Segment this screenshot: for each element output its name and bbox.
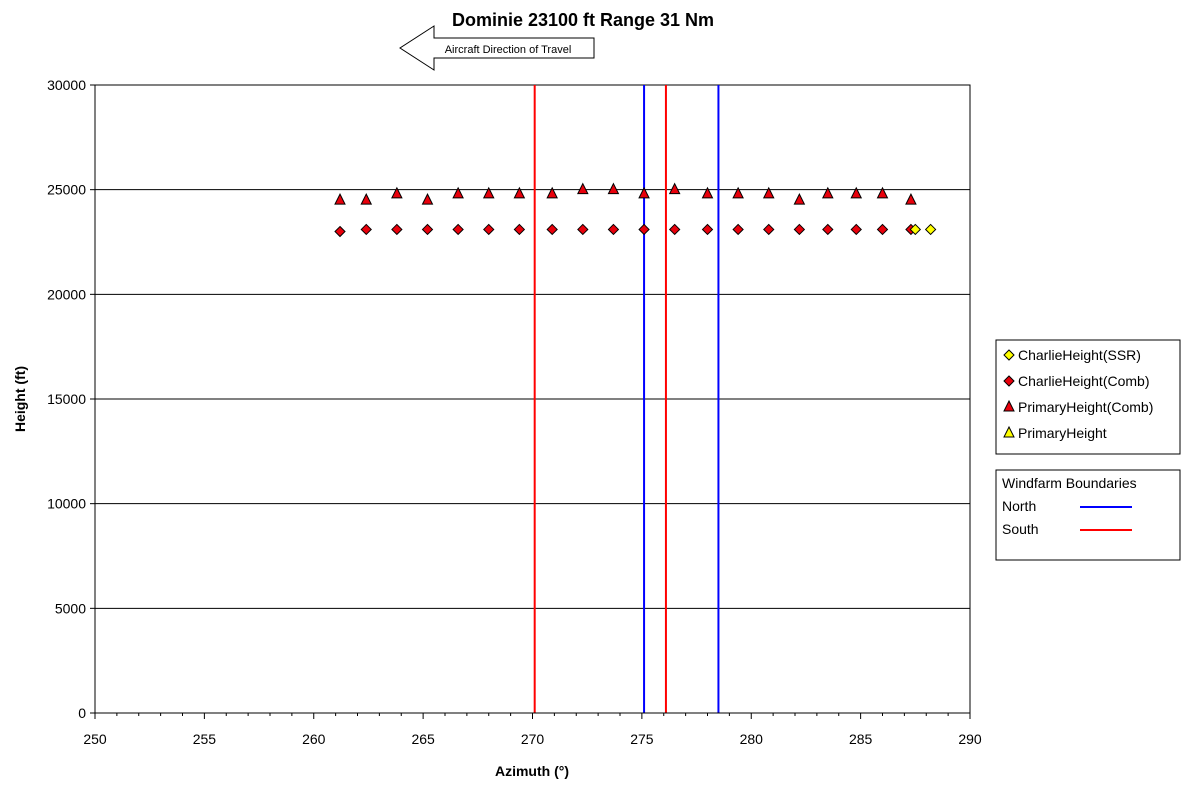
data-point-charlieheight-comb <box>607 223 620 236</box>
x-tick-label: 275 <box>630 731 654 747</box>
x-tick-label: 260 <box>302 731 326 747</box>
data-point-charlieheight-comb <box>421 223 434 236</box>
boundary-legend-label-south: South <box>1002 521 1039 537</box>
x-tick-label: 255 <box>193 731 217 747</box>
legend-marker-charlieheight-comb <box>1003 375 1015 387</box>
data-point-charlieheight-comb <box>452 223 464 236</box>
data-point-primaryheight-comb <box>822 186 834 199</box>
boundary-legend-title: Windfarm Boundaries <box>1002 475 1137 491</box>
boundary-legend: Windfarm Boundaries North South <box>995 469 1181 561</box>
legend-label-primaryheight: PrimaryHeight <box>1018 425 1107 441</box>
direction-annotation-label: Aircraft Direction of Travel <box>445 44 572 56</box>
data-point-charlieheight-comb <box>483 223 495 236</box>
data-point-charlieheight-comb <box>763 223 775 236</box>
data-point-charlieheight-comb <box>850 223 862 236</box>
legend-marker-primaryheight <box>1003 425 1015 438</box>
data-point-primaryheight-comb <box>334 193 346 205</box>
data-point-charlieheight-comb <box>876 223 889 236</box>
x-axis-title: Azimuth (°) <box>495 763 569 779</box>
boundary-legend-box <box>995 469 1181 561</box>
data-point-charlieheight-comb <box>546 223 558 236</box>
legend-label-charlieheight-ssr: CharlieHeight(SSR) <box>1018 347 1141 363</box>
data-point-charlieheight-comb <box>822 223 834 236</box>
direction-annotation: Aircraft Direction of Travel <box>399 25 595 71</box>
chart-title: Dominie 23100 ft Range 31 Nm <box>452 10 714 30</box>
data-point-primaryheight-comb <box>762 186 775 199</box>
data-point-charlieheight-ssr <box>909 223 922 236</box>
data-point-primaryheight-comb <box>905 193 917 205</box>
data-point-primaryheight-comb <box>482 186 495 199</box>
x-tick-label: 280 <box>740 731 764 747</box>
data-point-charlieheight-comb <box>638 223 650 236</box>
data-point-charlieheight-ssr <box>924 223 937 236</box>
data-point-primaryheight-comb <box>668 182 681 195</box>
y-tick-label: 25000 <box>47 182 86 198</box>
x-tick-label: 290 <box>958 731 982 747</box>
data-point-primaryheight-comb <box>701 186 714 199</box>
y-tick-label: 10000 <box>47 496 86 512</box>
data-point-charlieheight-comb <box>701 223 714 236</box>
y-axis-title: Height (ft) <box>12 366 28 432</box>
windfarm-boundary-lines <box>533 85 720 713</box>
axes: 250 255 260 265 270 275 280 285 290 0 5000 10000 150… <box>47 77 982 747</box>
data-point-charlieheight-comb <box>577 223 589 236</box>
data-point-charlieheight-comb <box>732 223 744 236</box>
y-tick-label: 15000 <box>47 391 86 407</box>
series-legend: CharlieHeight(SSR) CharlieHeight(Comb) Pri… <box>995 339 1181 455</box>
data-point-primaryheight-comb <box>546 186 558 199</box>
data-point-charlieheight-comb <box>334 225 346 238</box>
data-point-primaryheight-comb <box>638 186 650 199</box>
data-point-primaryheight-comb <box>391 186 403 199</box>
y-tick-label: 5000 <box>55 600 86 616</box>
data-point-charlieheight-comb <box>513 223 526 236</box>
data-point-primaryheight-comb <box>452 186 464 199</box>
legend-label-charlieheight-comb: CharlieHeight(Comb) <box>1018 373 1150 389</box>
data-point-charlieheight-comb <box>391 223 403 236</box>
x-tick-label: 250 <box>83 731 107 747</box>
data-point-primaryheight-comb <box>876 186 889 199</box>
x-tick-label: 285 <box>849 731 873 747</box>
y-tick-label: 30000 <box>47 77 86 93</box>
legend-marker-charlieheight-ssr <box>1003 349 1015 361</box>
direction-arrow-icon <box>399 25 595 71</box>
data-point-primaryheight-comb <box>850 186 863 199</box>
y-tick-label: 20000 <box>47 286 86 302</box>
x-tick-label: 265 <box>411 731 435 747</box>
data-point-charlieheight-comb <box>668 223 681 236</box>
boundary-legend-label-north: North <box>1002 498 1036 514</box>
series-legend-box <box>995 339 1181 455</box>
data-point-primaryheight-comb <box>732 186 744 199</box>
data-markers <box>334 182 937 238</box>
data-point-charlieheight-comb <box>360 223 372 236</box>
data-point-charlieheight-comb <box>793 223 806 236</box>
legend-marker-primaryheight-comb <box>1003 399 1015 412</box>
grid-lines <box>95 189 970 609</box>
legend-label-primaryheight-comb: PrimaryHeight(Comb) <box>1018 399 1153 415</box>
data-point-primaryheight-comb <box>793 193 806 205</box>
data-point-primaryheight-comb <box>513 186 526 199</box>
data-point-primaryheight-comb <box>607 182 620 195</box>
x-tick-label: 270 <box>521 731 545 747</box>
y-tick-label: 0 <box>78 705 86 721</box>
data-point-primaryheight-comb <box>360 193 373 205</box>
data-point-primaryheight-comb <box>421 193 434 205</box>
data-point-primaryheight-comb <box>577 182 589 195</box>
